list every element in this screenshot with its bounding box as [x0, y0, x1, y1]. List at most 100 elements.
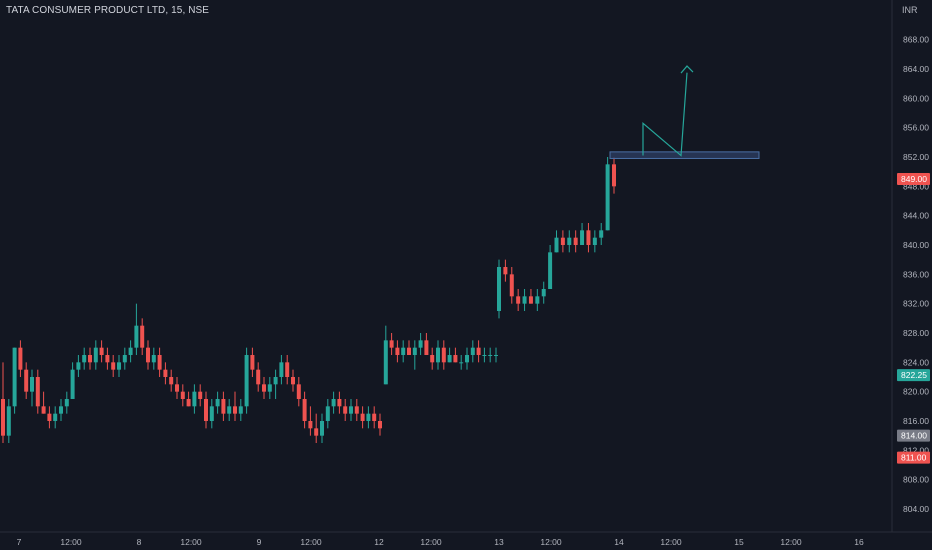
candle-body [528, 296, 533, 304]
candle-body [273, 377, 278, 385]
candle-body [209, 406, 214, 421]
candle-body [30, 377, 34, 392]
candle-body [560, 237, 565, 245]
candle-body [541, 289, 546, 297]
candle-body [64, 399, 69, 407]
symbol-title[interactable]: TATA CONSUMER PRODUCT LTD, 15, NSE [6, 5, 210, 16]
candle-body [586, 230, 591, 245]
candle-body [366, 413, 371, 421]
price-tick-label: 864.00 [903, 64, 929, 74]
candle-body [285, 362, 290, 377]
candle-body [204, 399, 208, 421]
candle-body [227, 406, 232, 414]
candle-body [516, 296, 521, 304]
time-tick-label: 14 [614, 537, 624, 547]
candle-body [580, 230, 585, 245]
candle-body [349, 406, 353, 414]
candle-body [482, 355, 487, 356]
candle-body [325, 406, 330, 421]
candle-body [221, 399, 226, 414]
candle-body [320, 421, 324, 436]
supply-zone-rect[interactable] [609, 151, 760, 159]
candle-body [180, 391, 185, 399]
candle-body [441, 347, 446, 363]
candle-body [146, 347, 150, 363]
candle-body [372, 413, 377, 421]
price-tick-label: 824.00 [903, 357, 929, 367]
candle-body [128, 347, 133, 355]
trend-arrow-line[interactable] [642, 72, 688, 157]
time-tick-label: 12:00 [180, 537, 202, 547]
price-badge [897, 369, 930, 382]
candle-body [151, 355, 156, 363]
candle-body [47, 413, 52, 421]
price-badge-label: 811.00 [901, 453, 927, 463]
time-tick-label: 16 [854, 537, 864, 547]
price-tick-label: 828.00 [903, 328, 929, 338]
candle-body [354, 406, 359, 414]
price-tick-label: 860.00 [903, 93, 929, 103]
price-tick-label: 868.00 [903, 35, 929, 45]
candle-body [401, 347, 406, 355]
candle-body [360, 413, 365, 421]
candle-body [412, 347, 417, 355]
candle-body [308, 421, 313, 429]
candle-body [395, 347, 400, 355]
candle-body [488, 355, 493, 356]
candle-body [105, 355, 110, 363]
candle-body [279, 362, 284, 377]
candle-body [453, 355, 458, 363]
candle-body [233, 406, 237, 414]
candle-body [140, 325, 145, 348]
time-tick-label: 7 [17, 537, 22, 547]
candle-body [1, 399, 5, 436]
candle-body [35, 377, 40, 407]
candle-body [134, 325, 139, 348]
price-tick-label: 836.00 [903, 269, 929, 279]
candle-body [459, 362, 464, 364]
candle-body [599, 230, 604, 238]
price-badge [897, 173, 930, 185]
price-badge-label: 849.00 [901, 174, 927, 184]
candle-body [175, 384, 179, 392]
candle-body [93, 347, 98, 363]
candle-body [436, 347, 440, 363]
candle-body [267, 384, 272, 392]
candle-body [256, 369, 261, 385]
candle-body [407, 347, 411, 355]
price-tick-label: 816.00 [903, 416, 929, 426]
candle-body [24, 369, 29, 392]
price-tick-label: 808.00 [903, 475, 929, 485]
time-tick-label: 12:00 [60, 537, 82, 547]
candle-body [465, 355, 469, 363]
price-badge [897, 429, 930, 442]
candle-body [383, 340, 388, 385]
candle-body [592, 237, 597, 245]
candle-body [522, 296, 527, 304]
candle-body [117, 362, 121, 370]
candle-body [314, 428, 319, 436]
candle-body [418, 340, 423, 348]
candle-body [470, 347, 475, 355]
time-tick-label: 15 [734, 537, 744, 547]
time-tick-label: 12:00 [660, 537, 682, 547]
candle-body [169, 377, 174, 385]
candle-body [12, 347, 17, 407]
candle-body [59, 406, 63, 414]
candle-body [302, 399, 307, 421]
candle-body [378, 421, 382, 429]
price-badge-label: 814.00 [901, 431, 927, 441]
candle-body [476, 347, 481, 355]
price-tick-label: 852.00 [903, 152, 929, 162]
time-tick-label: 12:00 [540, 537, 562, 547]
candle-body [567, 237, 572, 245]
candle-body [494, 355, 498, 356]
candle-body [548, 252, 553, 289]
time-tick-label: 12:00 [300, 537, 322, 547]
candle-body [262, 384, 266, 392]
candle-body [535, 296, 540, 304]
candle-body [70, 369, 75, 399]
price-tick-label: 820.00 [903, 387, 929, 397]
